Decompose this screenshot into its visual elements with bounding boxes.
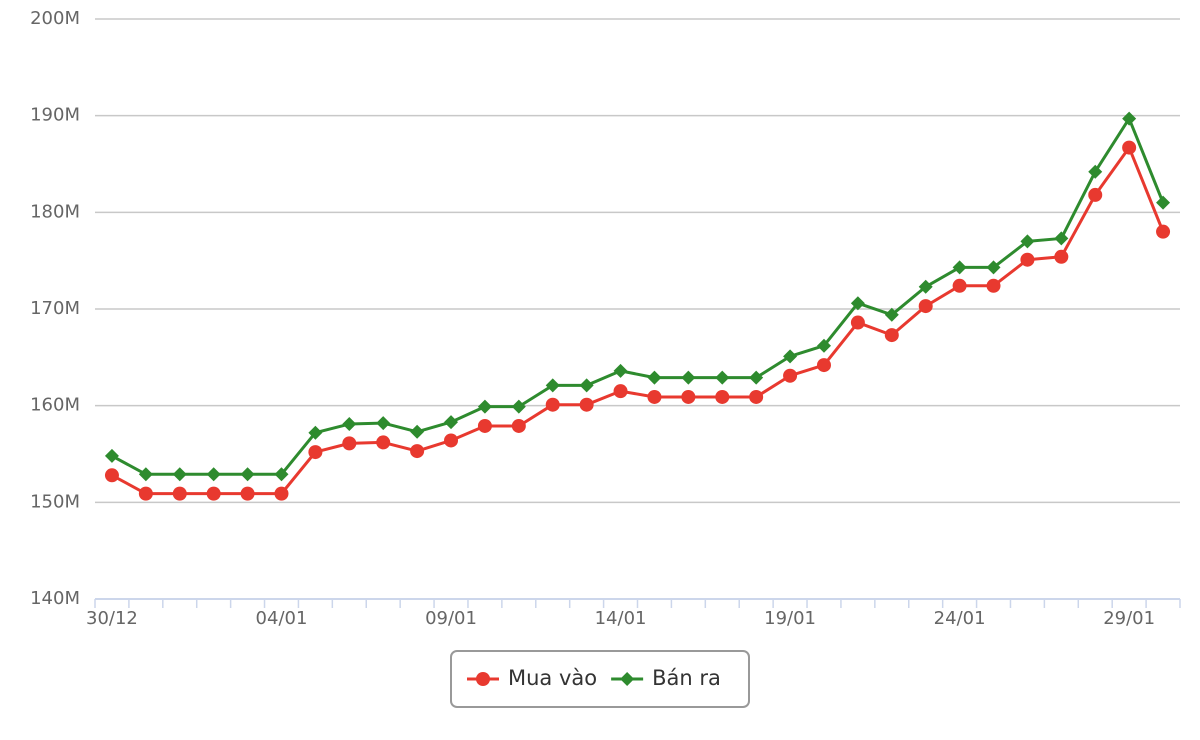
data-point bbox=[918, 299, 933, 314]
data-point bbox=[1020, 234, 1035, 249]
series-line bbox=[111, 117, 1165, 476]
data-point bbox=[104, 448, 119, 463]
data-point bbox=[715, 370, 730, 385]
data-point bbox=[274, 467, 289, 482]
y-tick-label: 170M bbox=[30, 298, 80, 319]
data-point bbox=[511, 399, 526, 414]
y-tick-label: 180M bbox=[30, 201, 80, 222]
data-point bbox=[206, 467, 221, 482]
legend-label: Bán ra bbox=[652, 666, 721, 690]
series-line bbox=[111, 146, 1165, 496]
data-point bbox=[172, 467, 187, 482]
data-point bbox=[240, 467, 255, 482]
data-point bbox=[172, 486, 187, 501]
data-point bbox=[444, 415, 459, 430]
data-point bbox=[918, 279, 933, 294]
x-tick-label: 30/12 bbox=[86, 608, 138, 629]
data-point bbox=[376, 435, 391, 450]
y-tick-label: 140M bbox=[30, 588, 80, 609]
data-point bbox=[410, 424, 425, 439]
x-tick-label: 29/01 bbox=[1103, 608, 1155, 629]
data-point bbox=[681, 389, 696, 404]
data-point bbox=[138, 486, 153, 501]
y-tick-label: 150M bbox=[30, 491, 80, 512]
data-point bbox=[816, 358, 831, 373]
y-tick-label: 190M bbox=[30, 105, 80, 126]
data-point bbox=[1156, 224, 1171, 239]
data-point bbox=[1054, 249, 1069, 264]
data-point bbox=[1088, 164, 1103, 179]
data-point bbox=[783, 349, 798, 364]
x-tick-label: 14/01 bbox=[595, 608, 647, 629]
data-point bbox=[545, 397, 560, 412]
data-point bbox=[444, 433, 459, 448]
data-point bbox=[952, 260, 967, 275]
y-tick-label: 160M bbox=[30, 395, 80, 416]
data-point bbox=[1054, 231, 1069, 246]
x-tick-label: 09/01 bbox=[425, 608, 477, 629]
data-point bbox=[1088, 187, 1103, 202]
data-point bbox=[986, 260, 1001, 275]
data-point bbox=[477, 418, 492, 433]
data-point bbox=[1156, 195, 1171, 210]
legend-marker bbox=[620, 672, 635, 686]
data-point bbox=[104, 468, 119, 483]
data-point bbox=[410, 444, 425, 459]
data-point bbox=[545, 378, 560, 393]
data-point bbox=[647, 370, 662, 385]
x-tick-label: 19/01 bbox=[764, 608, 816, 629]
data-point bbox=[342, 436, 357, 451]
data-point bbox=[749, 389, 764, 404]
data-point bbox=[850, 296, 865, 311]
data-point bbox=[613, 384, 628, 399]
data-point bbox=[308, 425, 323, 440]
data-point bbox=[749, 370, 764, 385]
data-point bbox=[138, 467, 153, 482]
data-point bbox=[308, 445, 323, 460]
data-point bbox=[884, 307, 899, 322]
legend-marker bbox=[476, 672, 490, 686]
data-point bbox=[342, 417, 357, 432]
data-point bbox=[647, 389, 662, 404]
data-point bbox=[986, 278, 1001, 293]
data-point bbox=[884, 328, 899, 343]
data-point bbox=[952, 278, 967, 293]
data-point bbox=[579, 378, 594, 393]
data-point bbox=[816, 338, 831, 353]
y-tick-label: 200M bbox=[30, 8, 80, 29]
data-point bbox=[1122, 111, 1137, 126]
data-point bbox=[376, 416, 391, 431]
data-point bbox=[511, 418, 526, 433]
data-point bbox=[274, 486, 289, 501]
x-tick-label: 04/01 bbox=[256, 608, 308, 629]
data-point bbox=[1020, 252, 1035, 267]
data-point bbox=[850, 315, 865, 330]
legend-label: Mua vào bbox=[508, 666, 597, 690]
data-point bbox=[613, 363, 628, 378]
data-point bbox=[240, 486, 255, 501]
x-tick-label: 24/01 bbox=[934, 608, 986, 629]
data-point bbox=[477, 399, 492, 414]
legend-box bbox=[450, 650, 750, 708]
data-point bbox=[681, 370, 696, 385]
data-point bbox=[715, 389, 730, 404]
data-point bbox=[1122, 140, 1137, 155]
data-point bbox=[206, 486, 221, 501]
data-point bbox=[783, 368, 798, 383]
data-point bbox=[579, 397, 594, 412]
